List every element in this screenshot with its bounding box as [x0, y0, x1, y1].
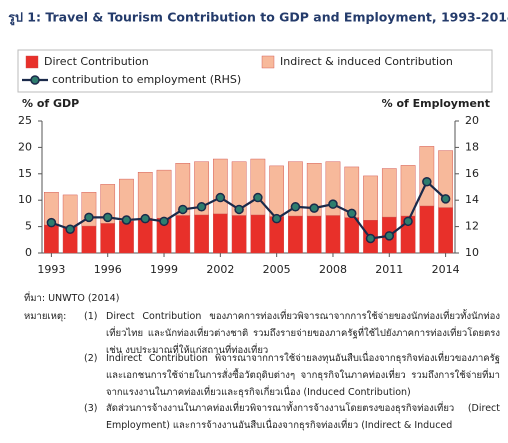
bar	[137, 172, 153, 219]
x-tick-label: 1996	[94, 263, 122, 276]
note-number: (2)	[84, 353, 98, 364]
y2-tick-label: 20	[465, 114, 479, 127]
x-tick-label: 1993	[37, 263, 65, 276]
bar	[250, 214, 266, 254]
y2-axis-label: % of Employment	[382, 97, 490, 110]
y-tick-label: 0	[25, 246, 32, 259]
line-marker	[140, 213, 150, 224]
y2-tick-label: 16	[465, 167, 479, 180]
legend-swatch	[25, 55, 39, 69]
bar	[419, 205, 435, 254]
note-number: (3)	[84, 403, 98, 414]
bar	[175, 215, 191, 254]
line-marker	[159, 216, 169, 227]
bar	[419, 146, 435, 207]
bar	[381, 168, 397, 218]
chart-title: รูป 1: Travel & Tourism Contribution to …	[8, 10, 508, 26]
legend-label: contribution to employment (RHS)	[52, 73, 241, 86]
legend-box	[17, 49, 493, 93]
bar	[288, 215, 303, 254]
bar	[250, 158, 266, 216]
line-marker	[102, 212, 113, 223]
legend-label: Direct Contribution	[44, 55, 149, 68]
bar	[438, 207, 453, 254]
chart: รูป 1: Travel & Tourism Contribution to …	[8, 10, 508, 277]
bar	[269, 165, 284, 217]
line-marker	[65, 224, 75, 234]
y-tick-label: 25	[18, 114, 32, 127]
line-marker	[84, 212, 94, 223]
bar	[100, 184, 116, 224]
x-tick-label: 2011	[375, 263, 403, 276]
line-marker	[309, 203, 319, 213]
bar	[231, 215, 247, 254]
line-marker	[347, 208, 357, 219]
y-axis-label: % of GDP	[22, 97, 79, 110]
note-text: สัดส่วนการจ้างงานในภาคท่องเที่ยวพิจารณาท…	[106, 403, 500, 431]
bar	[325, 215, 341, 254]
line-marker	[196, 202, 207, 212]
bar	[44, 224, 59, 254]
line-marker	[384, 231, 395, 241]
bar	[156, 169, 172, 219]
notes-label: หมายเหตุ:	[24, 311, 67, 322]
bar	[213, 158, 228, 215]
line	[51, 179, 447, 240]
bar	[100, 223, 116, 254]
x-tick-label: 2008	[319, 263, 347, 276]
legend-swatch	[261, 55, 275, 69]
bar	[231, 161, 247, 216]
y2-tick-label: 12	[465, 220, 479, 233]
legend-label: Indirect & induced Contribution	[280, 55, 453, 68]
note-text: Indirect Contribution พิจารณาจากการใช้จ่…	[106, 353, 500, 398]
line-marker	[253, 192, 263, 203]
bar	[175, 163, 191, 216]
note-number: (1)	[84, 311, 98, 322]
line-marker	[46, 217, 57, 228]
bar	[119, 178, 134, 222]
bar	[194, 214, 209, 254]
y2-tick-label: 18	[465, 140, 479, 153]
line-marker	[290, 202, 301, 212]
note-text: Direct Contribution ของภาคการท่องเที่ยวพ…	[106, 311, 500, 356]
x-tick-label: 1999	[150, 263, 178, 276]
y2-tick-label: 14	[465, 193, 479, 206]
line-marker	[271, 213, 282, 224]
y-tick-label: 20	[18, 140, 32, 153]
bar	[119, 221, 134, 254]
line-marker	[440, 194, 451, 204]
line-marker	[403, 216, 413, 227]
bar	[213, 213, 228, 254]
x-tick-label: 2005	[263, 263, 291, 276]
x-tick-label: 2014	[432, 263, 460, 276]
bar	[306, 163, 322, 217]
y2-tick-label: 10	[465, 246, 479, 259]
legend-marker	[30, 75, 40, 85]
line-marker	[121, 215, 132, 225]
line-marker	[365, 233, 376, 244]
y-tick-label: 10	[18, 193, 32, 206]
bar	[306, 215, 322, 254]
line-marker	[178, 204, 188, 215]
bar	[81, 225, 97, 254]
line-marker	[328, 199, 338, 209]
source: ที่มา: UNWTO (2014)	[24, 293, 120, 304]
y-tick-label: 15	[18, 167, 32, 180]
line-marker	[422, 176, 432, 187]
bar	[288, 161, 303, 217]
line-marker	[215, 192, 226, 203]
bar	[344, 217, 360, 254]
bar	[400, 165, 416, 217]
y-tick-label: 5	[25, 220, 32, 233]
bar	[438, 150, 453, 208]
bar	[194, 161, 209, 216]
bar	[363, 175, 378, 221]
line-marker	[234, 204, 244, 215]
bar	[62, 194, 78, 227]
x-tick-label: 2002	[206, 263, 234, 276]
